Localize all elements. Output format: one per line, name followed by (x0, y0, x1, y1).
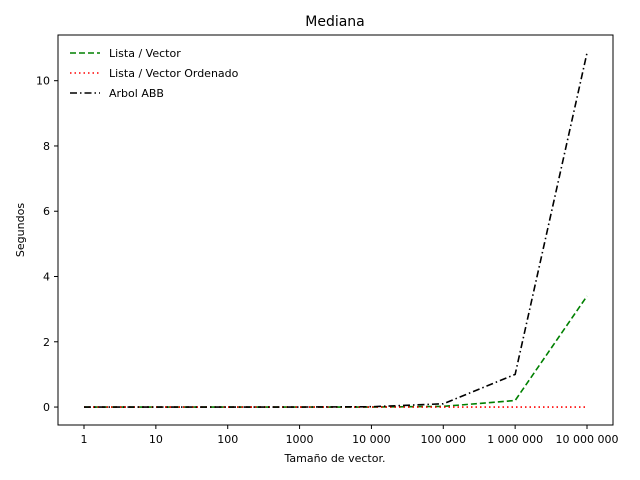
x-tick-label: 1 (81, 433, 88, 446)
x-tick-label: 100 000 (421, 433, 467, 446)
chart-title: Mediana (305, 14, 365, 30)
y-axis-label: Segundos (14, 203, 27, 257)
x-tick-label: 10 (149, 433, 163, 446)
x-tick-label: 100 (217, 433, 238, 446)
y-axis-ticks: 0 2 4 6 8 10 (36, 75, 58, 414)
series-line-1 (84, 295, 588, 408)
y-tick-label: 8 (43, 140, 50, 153)
x-axis-label: Tamaño de vector. (284, 452, 386, 465)
y-tick-label: 0 (43, 401, 50, 414)
plot-frame (57, 34, 614, 426)
series-lines (84, 52, 588, 408)
y-tick-label: 6 (43, 205, 50, 218)
y-tick-label: 4 (43, 271, 50, 284)
x-tick-label: 10 000 000 (556, 433, 619, 446)
legend: Lista / Vector Lista / Vector Ordenado Arb… (70, 47, 239, 100)
x-tick-label: 1000 (286, 433, 314, 446)
series-line-3 (84, 52, 588, 408)
legend-label: Lista / Vector (109, 47, 181, 60)
x-tick-label: 10 000 (352, 433, 391, 446)
x-tick-label: 1 000 000 (487, 433, 543, 446)
legend-label: Lista / Vector Ordenado (109, 67, 239, 80)
y-tick-label: 10 (36, 75, 50, 88)
x-axis-ticks: 1 10 100 1000 10 000 100 000 1 000 000 10 000 0… (81, 425, 619, 446)
legend-label: Arbol ABB (109, 87, 164, 100)
y-tick-label: 2 (43, 336, 50, 349)
